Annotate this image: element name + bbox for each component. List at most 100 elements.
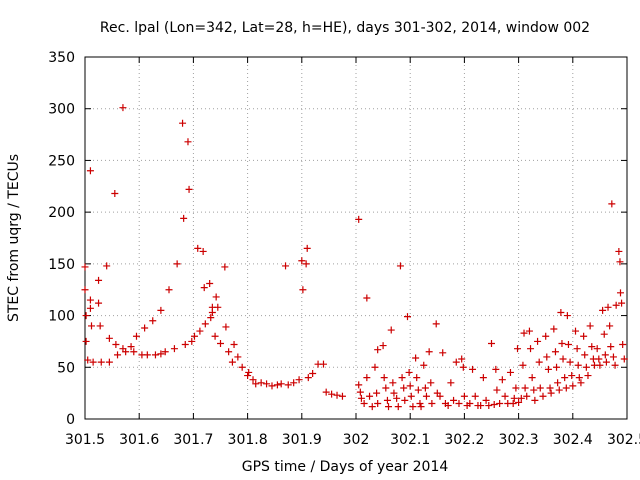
data-point (544, 365, 552, 373)
data-point (363, 294, 371, 302)
data-point (194, 244, 202, 252)
data-points (81, 104, 628, 411)
data-point (81, 286, 89, 294)
x-tick-label: 302.5 (607, 432, 640, 448)
data-point (543, 353, 551, 361)
data-point (374, 346, 382, 354)
data-point (181, 341, 189, 349)
data-point (173, 260, 181, 268)
x-tick-label: 302.3 (499, 432, 539, 448)
y-tick-labels: 0 50 100 150 200 250 300 350 (48, 50, 75, 428)
data-point (606, 322, 614, 330)
data-point (165, 286, 173, 294)
data-point (356, 388, 364, 396)
data-point (114, 351, 122, 359)
data-point (528, 374, 536, 382)
data-point (119, 104, 127, 112)
data-point (409, 403, 417, 411)
data-point (201, 320, 209, 328)
data-point (580, 332, 588, 340)
data-point (303, 244, 311, 252)
data-point (282, 262, 290, 270)
x-tick-labels: 301.5 301.6 301.7 301.8 301.9 302 302.1 302.2 30… (65, 432, 640, 448)
y-tick-label: 0 (66, 412, 75, 428)
data-point (373, 389, 381, 397)
data-point (527, 345, 535, 353)
data-point (190, 332, 198, 340)
data-point (221, 263, 229, 271)
data-point (309, 369, 317, 377)
data-point (132, 332, 140, 340)
data-point (577, 379, 585, 387)
data-point (290, 379, 298, 387)
data-point (595, 355, 603, 363)
y-tick-label: 100 (48, 309, 75, 325)
data-point (523, 392, 531, 400)
y-axis-label: STEC from uqrg / TECUs (6, 154, 22, 322)
grid-lines (85, 57, 627, 419)
data-point (82, 337, 90, 345)
data-point (273, 381, 281, 389)
data-point (111, 190, 119, 198)
data-point (498, 376, 506, 384)
y-tick-label: 250 (48, 153, 75, 169)
data-point (249, 376, 257, 384)
data-point (295, 376, 303, 384)
data-point (427, 379, 435, 387)
data-point (333, 391, 341, 399)
data-point (611, 361, 619, 369)
data-point (230, 341, 238, 349)
data-point (616, 289, 624, 297)
data-point (379, 342, 387, 350)
data-point (555, 386, 563, 394)
data-point (407, 392, 415, 400)
data-point (277, 380, 285, 388)
data-point (573, 345, 581, 353)
data-point (268, 382, 276, 390)
y-tick-label: 150 (48, 257, 75, 273)
data-point (568, 372, 576, 380)
x-tick-label: 301.8 (228, 432, 268, 448)
y-tick-label: 300 (48, 102, 75, 118)
x-tick-label: 302.4 (553, 432, 593, 448)
data-point (81, 263, 89, 271)
data-point (515, 398, 523, 406)
data-point (284, 381, 292, 389)
data-point (584, 372, 592, 380)
x-tick-label: 302.2 (444, 432, 484, 448)
x-tick-label: 301.6 (119, 432, 159, 448)
data-point (512, 384, 520, 392)
data-point (561, 374, 569, 382)
data-point (208, 308, 216, 316)
data-point (238, 363, 246, 371)
data-point (557, 308, 565, 316)
data-point (536, 384, 544, 392)
data-point (618, 299, 626, 307)
data-point (200, 284, 208, 292)
data-point (374, 399, 382, 407)
data-point (389, 379, 397, 387)
data-point (319, 360, 327, 368)
data-point (96, 322, 104, 330)
data-point (405, 368, 413, 376)
data-point (521, 384, 529, 392)
data-point (459, 363, 467, 371)
data-point (385, 403, 393, 411)
data-point (452, 358, 460, 366)
data-point (244, 372, 252, 380)
data-point (616, 258, 624, 266)
data-point (588, 343, 596, 351)
data-point (586, 322, 594, 330)
y-tick-label: 350 (48, 50, 75, 66)
data-point (551, 348, 559, 356)
data-point (127, 343, 135, 351)
data-point (383, 396, 391, 404)
data-point (458, 355, 466, 363)
data-point (432, 320, 440, 328)
data-point (564, 341, 572, 349)
data-point (608, 200, 616, 208)
data-point (228, 358, 236, 366)
data-point (86, 167, 94, 175)
data-point (619, 341, 627, 349)
